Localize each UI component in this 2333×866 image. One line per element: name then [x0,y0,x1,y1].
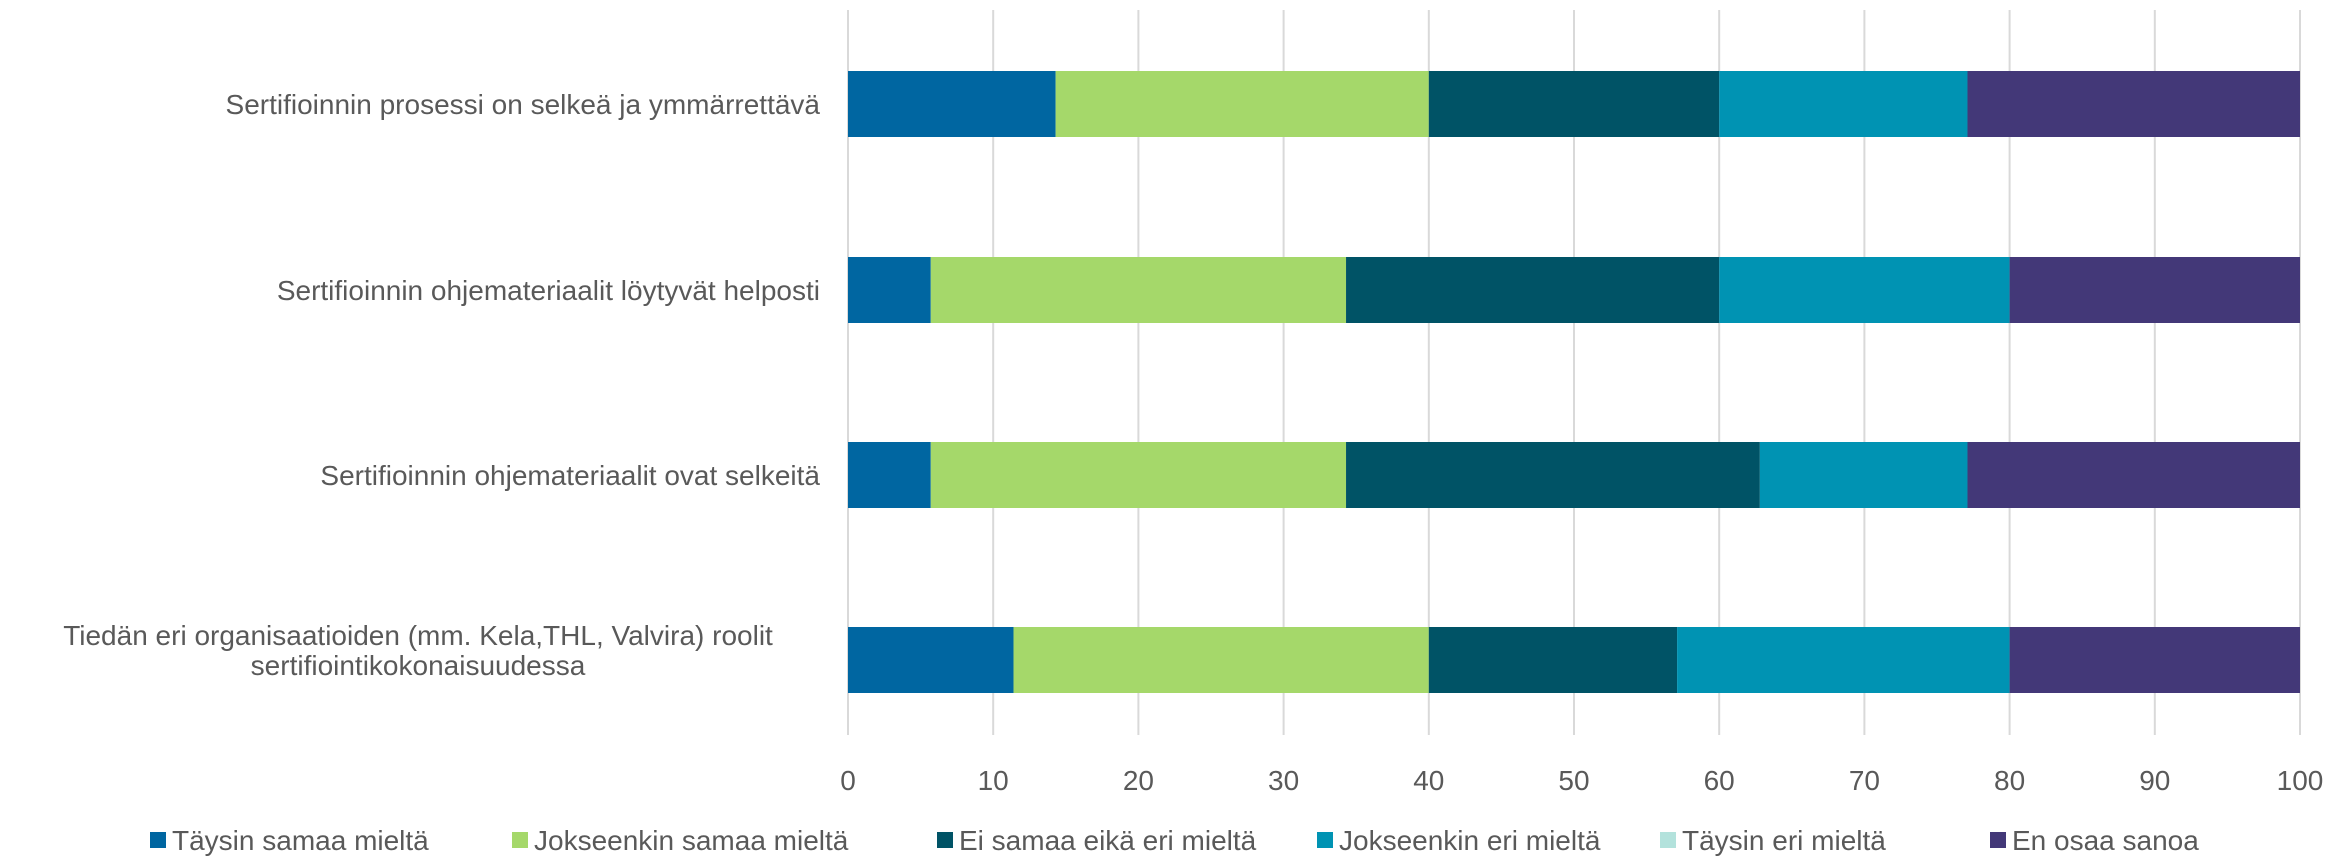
bar-segment [1759,442,1968,508]
bar-segment [1967,71,2300,137]
bar-segment [1677,627,2010,693]
x-tick-label: 80 [1994,765,2025,796]
legend-label: En osaa sanoa [2012,825,2199,856]
bar-segment [1428,71,1720,137]
category-label: Tiedän eri organisaatioiden (mm. Kela,TH… [63,620,773,651]
x-tick-label: 70 [1849,765,1880,796]
bar-segment [2009,627,2300,693]
x-tick-label: 20 [1123,765,1154,796]
bar-segment [1719,257,2010,323]
category-label: Sertifioinnin prosessi on selkeä ja ymmä… [226,89,821,120]
bar-segment [1346,442,1760,508]
x-tick-label: 10 [978,765,1009,796]
legend-swatch [512,832,528,848]
legend-label: Jokseenkin samaa mieltä [534,825,849,856]
bar-segment [2009,257,2300,323]
category-label: Sertifioinnin ohjemateriaalit ovat selke… [320,460,820,491]
legend: Täysin samaa mieltä Jokseenkin samaa miel… [150,825,2199,856]
bar-segment [930,257,1347,323]
category-label: sertifiointikokonaisuudessa [251,650,586,681]
bar-segment [848,257,931,323]
x-tick-label: 0 [840,765,856,796]
bar-segment [1346,257,1720,323]
legend-swatch [1660,832,1676,848]
x-tick-label: 40 [1413,765,1444,796]
legend-label: Ei samaa eikä eri mieltä [959,825,1257,856]
bars [848,71,2300,693]
x-tick-label: 30 [1268,765,1299,796]
legend-swatch [1317,832,1333,848]
bar-segment [930,442,1347,508]
legend-swatch [1990,832,2006,848]
x-axis-tick-labels: 0 10 20 30 40 50 60 70 80 90 100 [840,765,2323,796]
bar-segment [848,71,1056,137]
legend-label: Jokseenkin eri mieltä [1339,825,1601,856]
x-tick-label: 60 [1704,765,1735,796]
x-tick-label: 100 [2277,765,2324,796]
bar-segment [1719,71,1968,137]
category-label: Sertifioinnin ohjemateriaalit löytyvät h… [277,275,820,306]
category-labels: Sertifioinnin prosessi on selkeä ja ymmä… [63,89,820,681]
bar-segment [1013,627,1429,693]
x-tick-label: 50 [1558,765,1589,796]
legend-label: Täysin eri mieltä [1682,825,1886,856]
bar-segment [1428,627,1678,693]
legend-swatch [937,832,953,848]
legend-label: Täysin samaa mieltä [172,825,429,856]
bar-segment [1055,71,1429,137]
legend-swatch [150,832,166,848]
x-tick-label: 90 [2139,765,2170,796]
bar-segment [1967,442,2300,508]
bar-segment [848,627,1014,693]
bar-segment [848,442,931,508]
